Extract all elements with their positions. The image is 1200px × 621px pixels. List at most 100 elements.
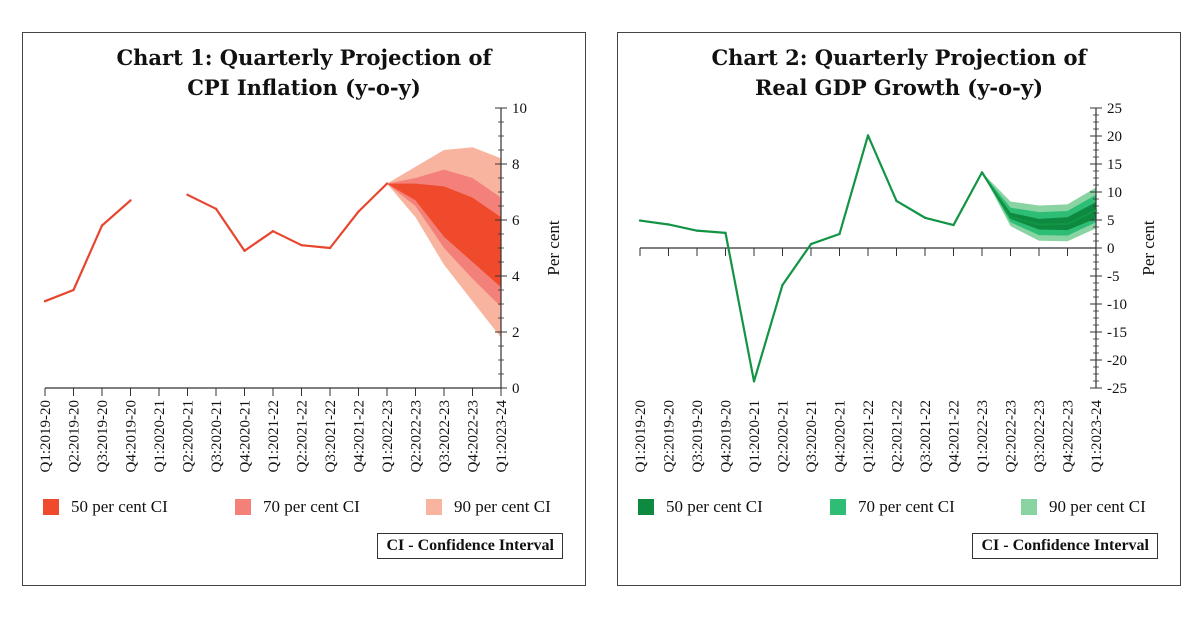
data-point <box>724 231 727 235</box>
x-tick-label: Q2:2021-22 <box>890 400 906 473</box>
y-tick-label: 15 <box>1107 157 1122 173</box>
x-tick-label: Q4:2019-20 <box>124 400 140 473</box>
data-point <box>752 380 756 383</box>
x-tick-label: Q3:2019-20 <box>95 400 111 473</box>
x-tick-label: Q1:2020-21 <box>747 400 763 473</box>
chart-title: Chart 1: Quarterly Projection of CPI Inf… <box>23 43 585 103</box>
x-tick-label: Q1:2022-23 <box>975 400 991 473</box>
data-point <box>923 216 927 219</box>
data-point <box>895 199 898 203</box>
y-tick-label: 20 <box>1107 129 1122 145</box>
chart-title: Chart 2: Quarterly Projection of Real GD… <box>618 43 1180 103</box>
y-tick-label: 8 <box>512 157 520 173</box>
legend-item-ci70: 70 per cent CI <box>830 497 955 517</box>
data-point <box>952 223 955 227</box>
x-tick-label: Q3:2021-22 <box>323 400 339 473</box>
legend-item-ci90: 90 per cent CI <box>426 497 551 517</box>
y-tick-label: 25 <box>1107 101 1122 117</box>
x-tick-label: Q1:2023-24 <box>1089 400 1105 473</box>
legend-item-ci50: 50 per cent CI <box>638 497 763 517</box>
y-tick-label: -5 <box>1107 269 1120 285</box>
x-tick-label: Q4:2021-22 <box>947 400 963 473</box>
x-tick-label: Q4:2021-22 <box>352 400 368 473</box>
chart-panel-gdp: Chart 2: Quarterly Projection of Real GD… <box>617 32 1181 586</box>
y-tick-label: 10 <box>512 101 527 117</box>
legend-swatch-ci50 <box>43 499 59 515</box>
series-line <box>44 182 388 303</box>
y-tick-label: 2 <box>512 325 520 341</box>
ci-note: CI - Confidence Interval <box>377 533 563 559</box>
x-tick-label: Q1:2023-24 <box>494 400 510 473</box>
fan-band-ci50 <box>387 183 501 288</box>
data-point <box>667 223 670 226</box>
x-tick-label: Q3:2020-21 <box>209 400 225 473</box>
data-point <box>243 249 246 252</box>
y-tick-label: 0 <box>1107 241 1115 257</box>
y-tick-label: -20 <box>1107 353 1127 369</box>
data-point <box>838 232 841 236</box>
legend: 50 per cent CI 70 per cent CI 90 per cen… <box>618 497 1180 521</box>
x-tick-label: Q1:2022-23 <box>380 400 396 473</box>
x-tick-label: Q4:2019-20 <box>719 400 735 473</box>
data-point <box>271 230 275 233</box>
x-tick-label: Q1:2019-20 <box>633 400 649 473</box>
legend-label: 70 per cent CI <box>263 497 360 516</box>
x-tick-label: Q3:2020-21 <box>804 400 820 473</box>
y-axis-label: Per cent <box>1139 220 1158 276</box>
legend-swatch-ci70 <box>235 499 251 515</box>
y-tick-label: 10 <box>1107 185 1122 201</box>
x-tick-label: Q2:2019-20 <box>67 400 83 473</box>
x-tick-label: Q1:2021-22 <box>861 400 877 473</box>
legend-label: 50 per cent CI <box>666 497 763 516</box>
ci-note: CI - Confidence Interval <box>972 533 1158 559</box>
chart-title-line1: Chart 1: Quarterly Projection of <box>116 45 492 70</box>
data-point <box>695 229 699 232</box>
legend-label: 70 per cent CI <box>858 497 955 516</box>
y-tick-label: 6 <box>512 213 520 229</box>
data-point <box>980 171 984 174</box>
data-point <box>129 199 132 202</box>
data-point <box>357 210 360 213</box>
data-point <box>100 224 104 227</box>
legend: 50 per cent CI 70 per cent CI 90 per cen… <box>23 497 585 521</box>
data-point <box>385 182 389 185</box>
data-point <box>866 134 870 137</box>
data-point <box>1037 223 1041 226</box>
x-tick-label: Q3:2022-23 <box>1032 400 1048 473</box>
data-point <box>1009 216 1012 219</box>
y-tick-label: 5 <box>1107 213 1115 229</box>
chart-panel-cpi: Chart 1: Quarterly Projection of CPI Inf… <box>22 32 586 586</box>
x-tick-label: Q2:2021-22 <box>295 400 311 473</box>
legend-label: 90 per cent CI <box>1049 497 1146 516</box>
x-tick-label: Q2:2019-20 <box>662 400 678 473</box>
x-tick-label: Q4:2020-21 <box>238 400 254 473</box>
legend-label: 90 per cent CI <box>454 497 551 516</box>
data-point <box>1094 209 1098 212</box>
y-tick-label: -25 <box>1107 381 1127 397</box>
y-tick-label: 0 <box>512 381 520 397</box>
x-tick-label: Q1:2020-21 <box>152 400 168 473</box>
y-axis-label: Per cent <box>544 220 563 276</box>
y-tick-label: 4 <box>512 269 520 285</box>
legend-item-ci90: 90 per cent CI <box>1021 497 1146 517</box>
chart-title-line2: Real GDP Growth (y-o-y) <box>754 75 1044 100</box>
legend-swatch-ci90 <box>1021 499 1037 515</box>
x-tick-label: Q4:2020-21 <box>833 400 849 473</box>
x-tick-label: Q1:2019-20 <box>38 400 54 473</box>
legend-swatch-ci90 <box>426 499 442 515</box>
data-point <box>300 244 303 247</box>
legend-label: 50 per cent CI <box>71 497 168 516</box>
data-point <box>1066 222 1069 226</box>
legend-item-ci70: 70 per cent CI <box>235 497 360 517</box>
data-point <box>72 288 75 292</box>
legend-swatch-ci70 <box>830 499 846 515</box>
x-tick-label: Q2:2020-21 <box>776 400 792 473</box>
x-tick-label: Q1:2021-22 <box>266 400 282 473</box>
data-point <box>638 219 642 222</box>
chart-title-line1: Chart 2: Quarterly Projection of <box>711 45 1087 70</box>
data-point <box>214 207 218 210</box>
chart-plot-cpi: Q1:2019-20 Q2:2019-20 Q3:2019-20 Q4:2019-20… <box>38 101 563 473</box>
series-line <box>639 134 1097 383</box>
data-point <box>809 242 813 246</box>
data-point <box>186 193 189 196</box>
